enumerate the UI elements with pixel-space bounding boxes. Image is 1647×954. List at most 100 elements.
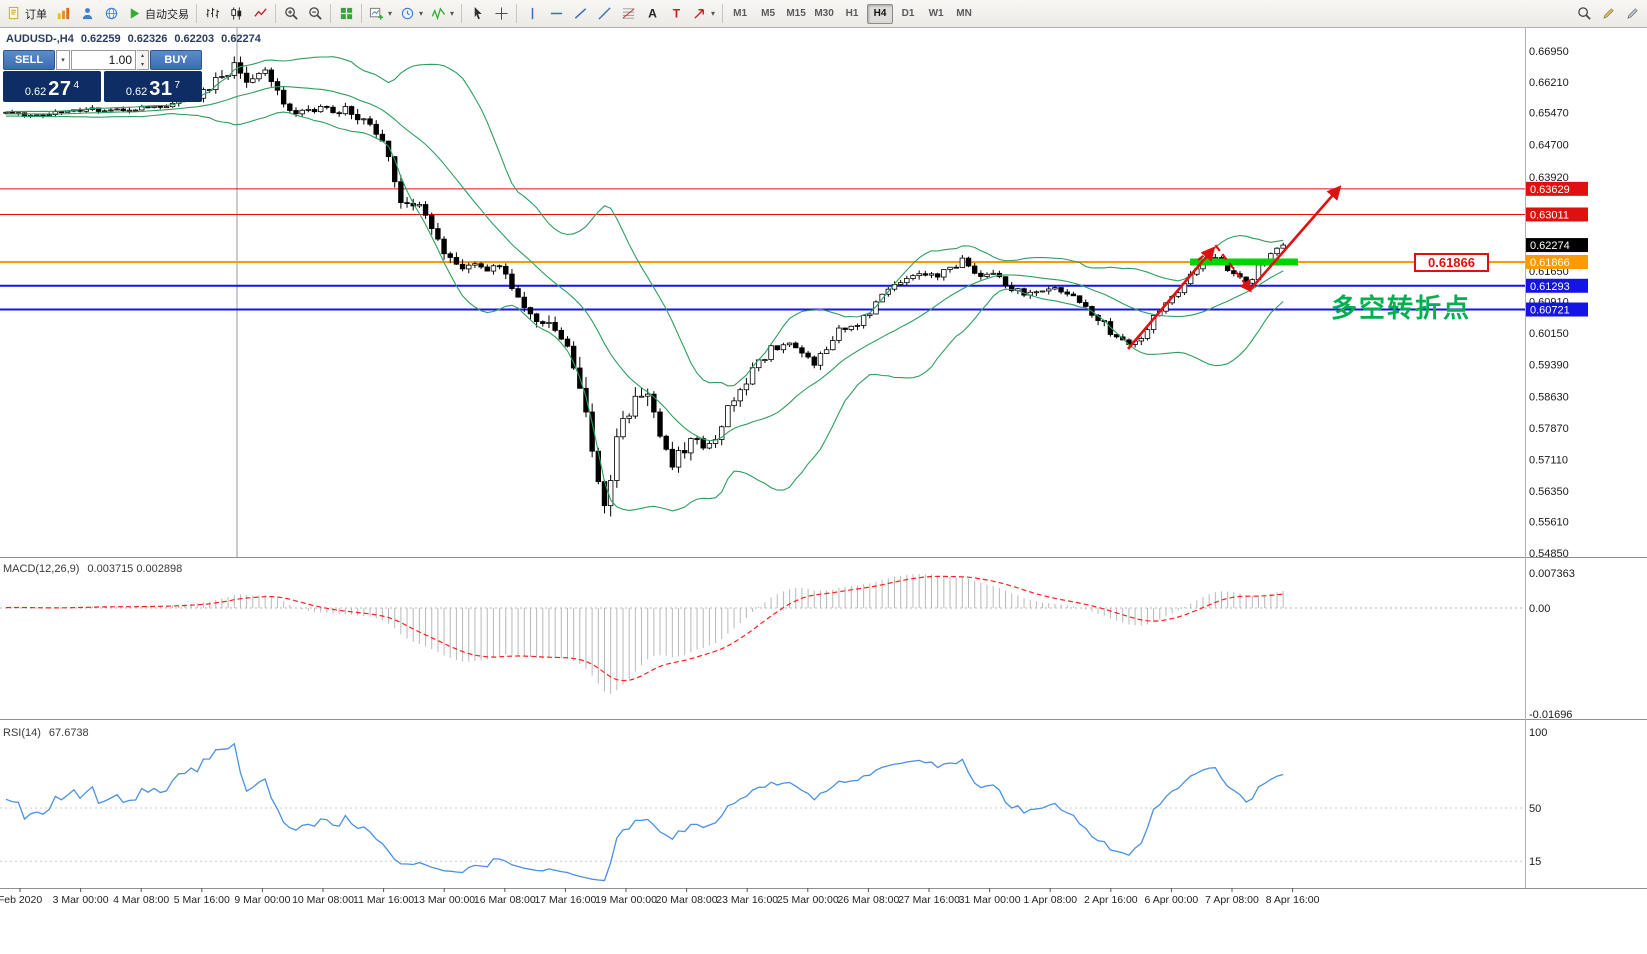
macd-axis[interactable]: 0.007363 0.00 -0.01696 [1529,568,1575,721]
fibonacci-button[interactable] [616,3,640,25]
zoom-out-button[interactable] [303,3,327,25]
sell-price-display[interactable]: 0.62 27 4 [3,71,101,102]
trendline-button[interactable] [568,3,592,25]
chevron-down-icon: ▾ [419,9,424,18]
svg-text:6 Apr 00:00: 6 Apr 00:00 [1145,894,1199,906]
indicators-button[interactable]: ▾ [427,3,458,25]
chevron-down-icon: ▾ [61,57,65,64]
price-axis[interactable]: 0.669500.662100.654700.647000.639200.616… [1526,46,1588,560]
svg-text:17 Mar 16:00: 17 Mar 16:00 [534,894,596,906]
support-zone-bar [1190,258,1298,266]
time-axis[interactable]: Feb 2020 3 Mar 00:00 4 Mar 08:00 5 Mar 16:0… [0,888,1647,906]
volume-up-button[interactable]: ▴ [140,52,144,59]
text-button[interactable]: A [640,3,664,25]
horizontal-line-button[interactable] [544,3,568,25]
search-icon [1577,6,1592,21]
svg-text:0.65470: 0.65470 [1529,107,1569,119]
arrows-button[interactable]: ▾ [688,3,719,25]
charts-button[interactable] [51,3,75,25]
autotrading-button[interactable]: 自动交易 [123,3,193,25]
hline-icon [549,6,564,21]
cursor-button[interactable] [465,3,489,25]
pencil-icon [1601,6,1616,21]
svg-text:27 Mar 16:00: 27 Mar 16:00 [898,894,960,906]
globe-icon [104,6,119,21]
sell-button[interactable]: SELL [3,50,55,70]
toolbar-separator [722,4,724,23]
quick-draw-button[interactable] [1620,3,1644,25]
timeframe-m5-button[interactable]: M5 [761,8,776,19]
chart-canvas[interactable]: 0.669500.662100.654700.647000.639200.616… [0,28,1647,954]
sell-price-prefix: 0.62 [24,86,47,98]
search-button[interactable] [1572,3,1596,25]
cursor-icon [470,6,485,21]
rsi-layer [0,742,1525,882]
svg-text:25 Mar 00:00: 25 Mar 00:00 [777,894,839,906]
timeframe-w1-button[interactable]: W1 [928,8,944,19]
buy-button[interactable]: BUY [150,50,202,70]
fib-icon [621,6,636,21]
bar-chart-icon [56,6,71,21]
channel-icon [597,6,612,21]
timeframe-mn-button[interactable]: MN [956,8,972,19]
timeframe-m15-button[interactable]: M15 [786,8,806,19]
volume-input[interactable]: 1.00 [71,50,136,70]
svg-text:0.64700: 0.64700 [1529,139,1569,151]
svg-text:0.66950: 0.66950 [1529,46,1569,58]
profile-button[interactable] [75,3,99,25]
bollinger-layer [5,56,1284,512]
new-order-button[interactable]: 订单 [3,3,51,25]
buy-price-display[interactable]: 0.62 31 7 [104,71,202,102]
zoom-in-button[interactable] [279,3,303,25]
svg-text:50: 50 [1529,803,1541,815]
turning-point-label: 多空转折点 [1331,293,1472,323]
macd-layer [0,574,1525,694]
tile-windows-button[interactable] [334,3,358,25]
svg-text:0.55610: 0.55610 [1529,517,1569,529]
svg-text:0.66210: 0.66210 [1529,77,1569,89]
svg-text:0.60150: 0.60150 [1529,328,1569,340]
svg-text:0.007363: 0.007363 [1529,568,1575,580]
community-button[interactable] [99,3,123,25]
order-type-dropdown[interactable]: ▾ [56,50,70,70]
chart-ohlc-header: AUDUSD-,H4 0.62259 0.62326 0.62203 0.622… [6,33,261,45]
candlestick-mode-button[interactable] [224,3,248,25]
timeframe-d1-button[interactable]: D1 [901,8,915,19]
timeframe-m30-button[interactable]: M30 [814,8,834,19]
vertical-line-button[interactable] [520,3,544,25]
zoom-in-icon [284,6,299,21]
timeframe-h1-button[interactable]: H1 [845,8,859,19]
quick-edit-button[interactable] [1596,3,1620,25]
main-toolbar: 订单 自动交易 ▾ ▾ ▾ A T ▾ M1 M5 M15 M30 H1 H4 D1 W1 MN [0,0,1647,28]
price-callout: 0.61866 [1414,253,1489,272]
svg-text:7 Apr 08:00: 7 Apr 08:00 [1205,894,1259,906]
crosshair-button[interactable] [489,3,513,25]
volume-down-button[interactable]: ▾ [140,61,144,68]
svg-text:11 Mar 16:00: 11 Mar 16:00 [353,894,414,906]
svg-text:10 Mar 08:00: 10 Mar 08:00 [292,894,354,906]
chart-plus-icon [369,6,384,21]
new-chart-button[interactable]: ▾ [365,3,396,25]
svg-text:0.58630: 0.58630 [1529,391,1569,403]
bar-chart-mode-button[interactable] [200,3,224,25]
macd-values: 0.003715 0.002898 [87,563,183,575]
line-chart-mode-button[interactable] [248,3,272,25]
profiles-button[interactable]: ▾ [396,3,427,25]
autotrading-button-label: 自动交易 [145,8,189,21]
svg-text:0.60721: 0.60721 [1530,305,1570,317]
candles-icon [229,6,244,21]
chevron-down-icon: ▾ [388,9,393,18]
channel-button[interactable] [592,3,616,25]
timeframe-h4-button[interactable]: H4 [867,3,894,24]
chart-stage: 0.66950 0.66210 0.65470 0.64700 0.63920 0.616… [0,28,1647,954]
low-value: 0.62203 [174,33,215,45]
svg-text:0.00: 0.00 [1529,603,1550,615]
toolbar-separator [516,4,518,23]
svg-text:T: T [672,7,680,21]
svg-text:15: 15 [1529,856,1541,868]
rsi-axis[interactable]: 100 50 15 [1529,727,1547,868]
timeframe-m1-button[interactable]: M1 [733,8,748,19]
label-button[interactable]: T [664,3,688,25]
vline-icon [525,6,540,21]
trend-arrow-2 [1197,244,1252,293]
